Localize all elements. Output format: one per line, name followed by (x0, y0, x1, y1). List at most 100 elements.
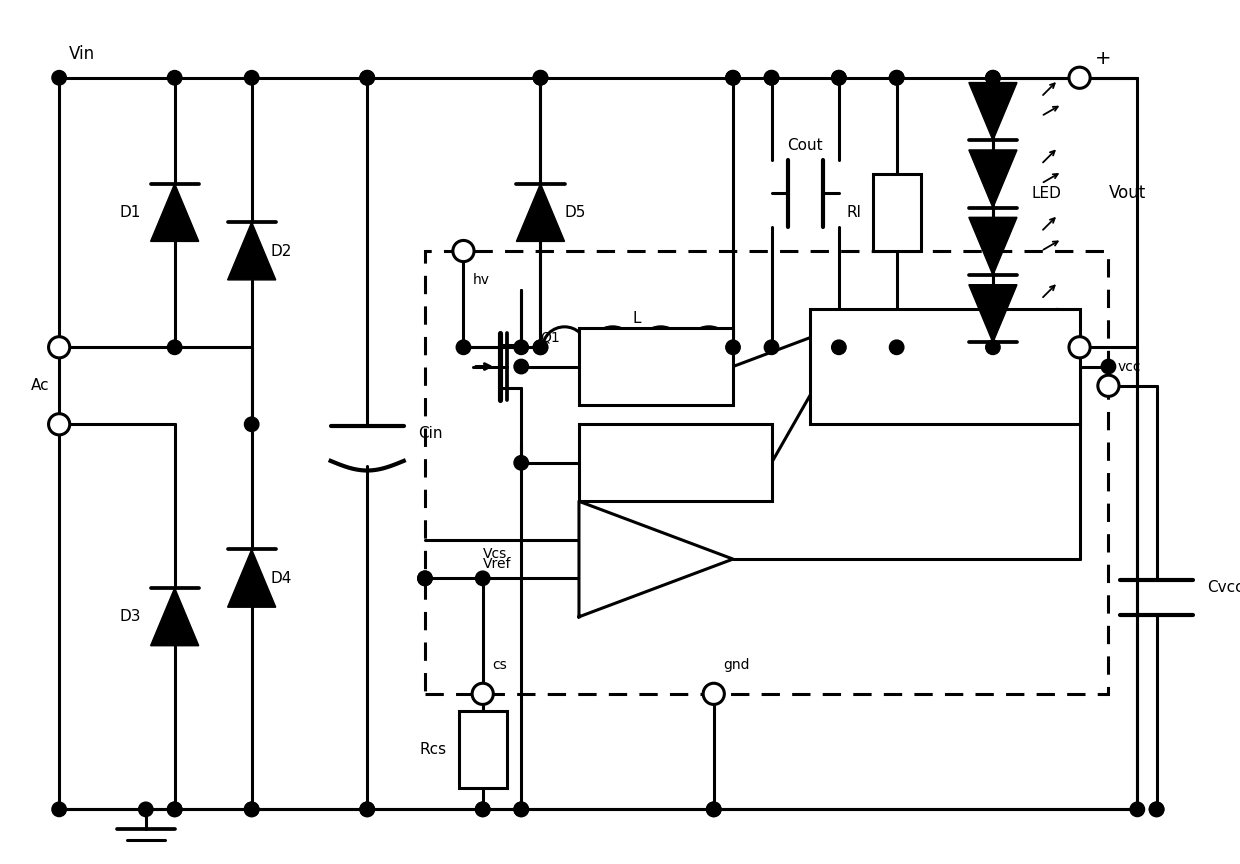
Bar (873, 174, 921, 251)
Circle shape (533, 340, 548, 354)
Text: Q: Q (842, 330, 854, 345)
Circle shape (725, 71, 740, 85)
Circle shape (515, 340, 528, 354)
Polygon shape (228, 222, 275, 280)
Circle shape (889, 71, 904, 85)
Text: LED: LED (1032, 186, 1061, 200)
Circle shape (533, 71, 548, 85)
Circle shape (1149, 802, 1164, 816)
Circle shape (360, 71, 374, 85)
Circle shape (167, 340, 182, 354)
Circle shape (986, 340, 1001, 354)
Circle shape (167, 802, 182, 816)
Circle shape (418, 571, 433, 586)
Circle shape (48, 337, 69, 358)
Circle shape (986, 71, 1001, 85)
Circle shape (889, 340, 904, 354)
Circle shape (244, 802, 259, 816)
Text: Tdem_det: Tdem_det (641, 455, 709, 470)
Text: Cin: Cin (418, 427, 443, 442)
Circle shape (472, 683, 494, 704)
Circle shape (360, 71, 374, 85)
Circle shape (889, 71, 904, 85)
Text: D3: D3 (119, 609, 141, 625)
Circle shape (1069, 337, 1090, 358)
Bar (579, 328, 733, 405)
Circle shape (418, 571, 433, 586)
Text: Vin: Vin (68, 45, 95, 63)
Circle shape (167, 802, 182, 816)
Circle shape (764, 71, 779, 85)
Text: CMP: CMP (614, 548, 641, 561)
Bar (425, 251, 1109, 694)
Circle shape (725, 340, 740, 354)
Circle shape (244, 71, 259, 85)
Circle shape (986, 71, 1001, 85)
Text: Q1: Q1 (541, 331, 560, 345)
Circle shape (832, 340, 846, 354)
Text: D5: D5 (564, 205, 587, 220)
Circle shape (244, 802, 259, 816)
Circle shape (475, 802, 490, 816)
Polygon shape (968, 285, 1017, 342)
Polygon shape (968, 150, 1017, 207)
Circle shape (244, 417, 259, 431)
Bar (810, 308, 1080, 424)
Circle shape (832, 71, 846, 85)
Circle shape (48, 414, 69, 435)
Circle shape (475, 571, 490, 586)
Text: +: + (1095, 49, 1112, 68)
Text: DRV: DRV (640, 359, 672, 374)
Text: Vcs: Vcs (482, 547, 507, 562)
Text: R: R (843, 388, 854, 403)
Text: Ac: Ac (31, 378, 50, 393)
Text: Vout: Vout (1109, 184, 1146, 202)
Circle shape (533, 340, 548, 354)
Text: hv: hv (474, 273, 490, 287)
Text: D1: D1 (119, 205, 141, 220)
Circle shape (139, 802, 153, 816)
Text: S: S (1045, 359, 1055, 374)
Circle shape (515, 455, 528, 470)
Polygon shape (150, 588, 198, 645)
Polygon shape (968, 218, 1017, 275)
Text: gnd: gnd (723, 658, 750, 672)
Circle shape (475, 802, 490, 816)
Text: -: - (1100, 357, 1107, 376)
Circle shape (533, 71, 548, 85)
Circle shape (453, 240, 474, 262)
Text: -: - (605, 533, 610, 547)
Circle shape (360, 802, 374, 816)
Polygon shape (228, 550, 275, 607)
Circle shape (360, 802, 374, 816)
Text: Vref: Vref (482, 557, 511, 571)
Circle shape (707, 802, 720, 816)
Circle shape (703, 683, 724, 704)
Polygon shape (150, 184, 198, 241)
Circle shape (707, 802, 720, 816)
Circle shape (764, 71, 779, 85)
Circle shape (764, 340, 779, 354)
Circle shape (1069, 67, 1090, 88)
Circle shape (52, 802, 67, 816)
Circle shape (515, 802, 528, 816)
Circle shape (1097, 375, 1118, 397)
Text: Rl: Rl (846, 205, 861, 220)
Polygon shape (516, 184, 564, 241)
Circle shape (456, 340, 471, 354)
Text: L: L (632, 311, 641, 326)
Circle shape (167, 71, 182, 85)
Circle shape (1149, 802, 1164, 816)
Circle shape (515, 802, 528, 816)
Circle shape (725, 71, 740, 85)
Bar (579, 424, 771, 501)
Text: Cout: Cout (787, 137, 823, 153)
Circle shape (1130, 802, 1145, 816)
Polygon shape (579, 501, 733, 617)
Bar (459, 711, 507, 788)
Circle shape (52, 71, 67, 85)
Text: cs: cs (492, 658, 507, 672)
Text: +: + (603, 571, 614, 585)
Text: Cvcc: Cvcc (1208, 581, 1240, 595)
Text: Rcs: Rcs (420, 741, 448, 757)
